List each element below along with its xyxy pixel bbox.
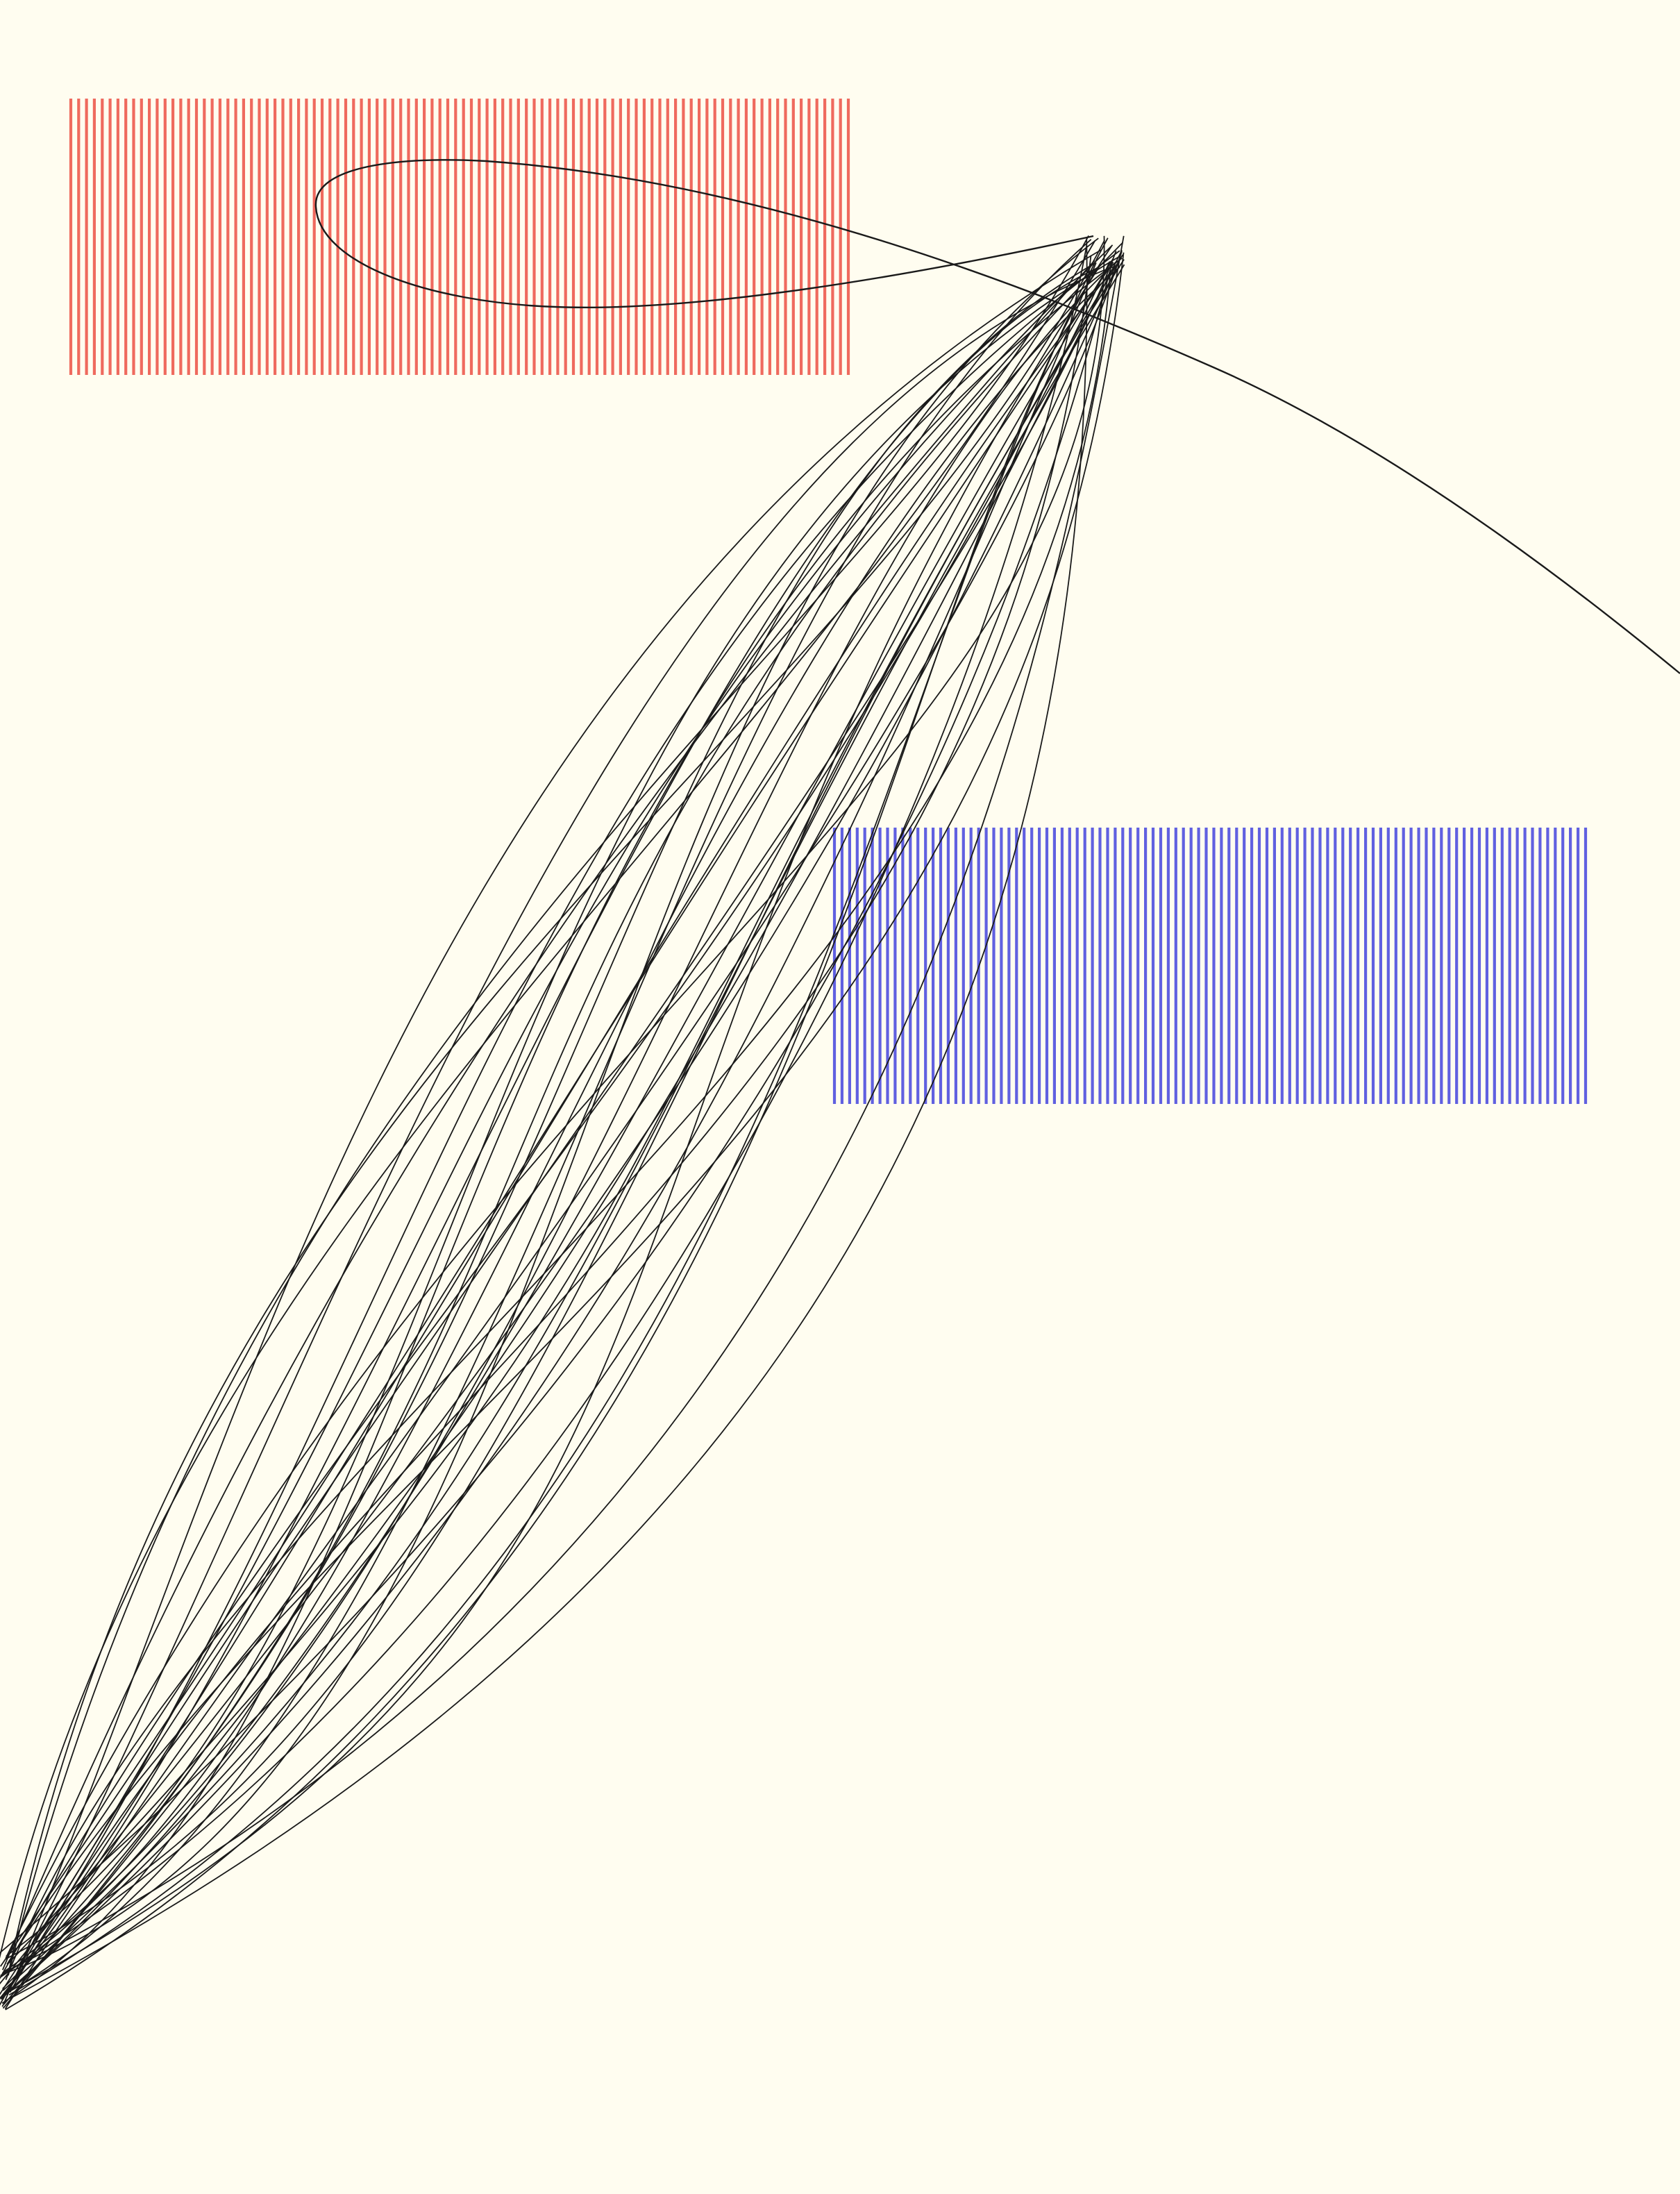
- loop-curve: [314, 159, 1680, 674]
- bundle-curve: [7, 267, 1100, 1993]
- bundle-curve: [6, 252, 1125, 1965]
- bundle-curve: [8, 254, 1124, 1963]
- bundle-curve: [1, 250, 1120, 2000]
- bundle-curve: [10, 264, 1118, 1986]
- bundle-curve: [8, 235, 1089, 1976]
- bundle-curve: [0, 269, 1111, 1954]
- bundle-curve: [3, 258, 1114, 1973]
- bundle-curve: [5, 260, 1112, 1980]
- bundle-curve: [4, 251, 1123, 2009]
- bundle-curve: [3, 242, 1124, 2005]
- bundle-curve: [10, 238, 1088, 2000]
- bundle-curve: [0, 245, 1088, 1977]
- bundle-curve: [5, 235, 1105, 1959]
- bundle-curve: [1, 260, 1095, 1970]
- bundle-curve: [8, 240, 1106, 1972]
- bundle-curve: [1, 249, 1102, 2007]
- red-stripe-block: [69, 99, 850, 375]
- bundle-curve: [5, 259, 1125, 1960]
- bundle-curve: [9, 255, 1092, 1993]
- bundle-curve: [2, 249, 1123, 2009]
- bundle-curve: [6, 239, 1092, 1994]
- bundle-curve: [0, 244, 1114, 1995]
- bundle-curve: [0, 240, 1096, 1959]
- bundle-curve: [6, 256, 1120, 1957]
- bundle-curve: [5, 246, 1112, 2011]
- bundle-curve: [0, 261, 1114, 1967]
- bundle-curve: [0, 260, 1118, 1999]
- bundle-curve: [0, 250, 1117, 2006]
- bundle-curve: [1, 235, 1125, 1974]
- bundle-curve: [8, 237, 1099, 1973]
- curve-bundle: [0, 235, 1125, 2011]
- bundle-curve: [0, 267, 1099, 1999]
- bundle-curve: [2, 265, 1091, 1990]
- bundle-curve: [1, 258, 1123, 2004]
- bundle-curve: [0, 266, 1120, 1979]
- blue-stripe-block: [832, 828, 1588, 1104]
- bundle-curve: [8, 237, 1109, 1996]
- bundle-curve: [0, 262, 1097, 2000]
- bundle-curve: [0, 261, 1120, 1985]
